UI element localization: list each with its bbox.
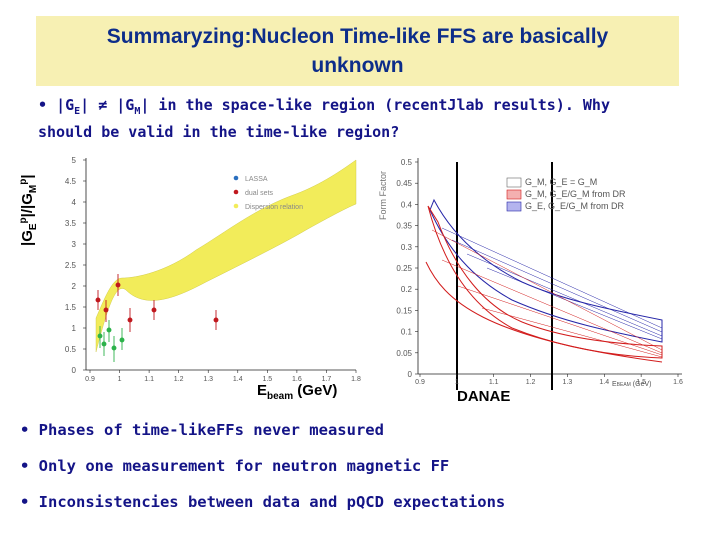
left-ytick-label: 0 bbox=[72, 366, 77, 375]
gm-subscript: M bbox=[134, 106, 141, 117]
left-xtick-label: 1.3 bbox=[203, 376, 213, 382]
danae-caption: DANAE bbox=[457, 388, 511, 405]
left-ytick-label: 4 bbox=[72, 198, 77, 207]
left-ytick-label: 1.5 bbox=[65, 303, 77, 312]
neq-text: | ≠ |G bbox=[80, 96, 135, 114]
legend-swatch-red bbox=[506, 189, 522, 200]
legend-swatch-gm bbox=[506, 177, 522, 188]
bullet-dot: • bbox=[38, 96, 48, 114]
left-xtick-label: 1 bbox=[118, 376, 122, 382]
title-line-2: unknown bbox=[311, 54, 404, 77]
right-ytick-label: 0.15 bbox=[396, 306, 412, 315]
left-plot-ylabel: |GEp|/|GMp| bbox=[18, 174, 39, 246]
left-ytick-label: 4.5 bbox=[65, 177, 77, 186]
right-xtick-label: 1 bbox=[455, 379, 459, 386]
left-xtick-label: 1.5 bbox=[262, 376, 272, 382]
right-legend-blue: G_E, G_E/G_M from DR bbox=[525, 201, 625, 211]
left-ratio-plot: 5 4.5 4 3.5 3 2.5 2 1.5 1 0.5 0 0.9 1 1.1 1.2 1.3 1.4 1.… bbox=[56, 150, 366, 382]
right-plot-ylabel: Form Factor bbox=[378, 171, 388, 220]
right-xtick-label: 1.4 bbox=[599, 379, 609, 386]
right-ytick-label: 0.4 bbox=[401, 200, 413, 209]
right-legend-gm: G_M, G_E = G_M bbox=[525, 177, 597, 187]
left-xtick-label: 1.8 bbox=[351, 376, 361, 382]
right-plot-xlabel: EBEAM (GeV) bbox=[612, 381, 651, 388]
dispersion-relation-band bbox=[95, 159, 357, 353]
blue-ge-band bbox=[429, 198, 663, 343]
legend-label-dr: Dispersion relation bbox=[245, 204, 303, 211]
legend-dot-dr bbox=[233, 203, 239, 209]
intro-text-2: should be valid in the time-like region? bbox=[38, 123, 400, 141]
left-xtick-label: 1.7 bbox=[322, 376, 332, 382]
legend-dot-lassa bbox=[233, 175, 239, 181]
bullet-phases: • Phases of time-likeFFs never measured bbox=[20, 421, 384, 439]
title-line-1: Summaryzing:Nucleon Time-like FFS are ba… bbox=[106, 25, 609, 48]
ge-subscript: E bbox=[74, 106, 81, 117]
left-plot-xlabel: Ebeam (GeV) bbox=[257, 382, 338, 402]
slide-title: Summaryzing:Nucleon Time-like FFS are ba… bbox=[107, 22, 608, 80]
left-ytick-label: 3.5 bbox=[65, 219, 77, 228]
title-banner: Summaryzing:Nucleon Time-like FFS are ba… bbox=[36, 16, 679, 86]
intro-bullet: • |GE| ≠ |GM| in the space-like region (… bbox=[38, 95, 698, 142]
bullet-inconsistencies: • Inconsistencies between data and pQCD … bbox=[20, 493, 506, 511]
left-ytick-label: 3 bbox=[72, 240, 77, 249]
left-xtick-label: 1.2 bbox=[174, 376, 184, 382]
legend-label-dual: dual sets bbox=[245, 190, 274, 197]
right-ytick-label: 0.25 bbox=[396, 264, 412, 273]
right-ytick-label: 0.5 bbox=[401, 158, 413, 167]
left-ytick-label: 2.5 bbox=[65, 261, 77, 270]
left-xtick-label: 1.1 bbox=[144, 376, 154, 382]
right-legend-red: G_M, G_E/G_M from DR bbox=[525, 189, 626, 199]
left-xtick-label: 0.9 bbox=[85, 376, 95, 382]
right-ytick-label: 0 bbox=[408, 370, 413, 379]
green-data-points bbox=[97, 320, 125, 362]
left-xtick-label: 1.6 bbox=[292, 376, 302, 382]
legend-swatch-blue bbox=[506, 201, 522, 212]
intro-text-1: | in the space-like region (recentJlab r… bbox=[140, 96, 610, 114]
left-ytick-label: 0.5 bbox=[65, 345, 77, 354]
right-xtick-label: 1.5 bbox=[636, 379, 646, 386]
right-formfactor-plot: Form Factor 0.5 0.45 0.4 0.35 0.3 0.25 0.2 0.15… bbox=[372, 150, 690, 390]
left-xtick-label: 1.4 bbox=[233, 376, 243, 382]
left-ytick-label: 5 bbox=[72, 156, 77, 165]
legend-dot-dual bbox=[233, 189, 239, 195]
right-ytick-label: 0.35 bbox=[396, 222, 412, 231]
right-xtick-label: 1.3 bbox=[563, 379, 573, 386]
right-ytick-label: 0.3 bbox=[401, 243, 413, 252]
legend-label-lassa: LASSA bbox=[245, 176, 268, 183]
right-ytick-label: 0.05 bbox=[396, 349, 412, 358]
ge-text: |G bbox=[56, 96, 75, 114]
red-gm-band bbox=[427, 205, 663, 359]
right-ytick-label: 0.1 bbox=[401, 328, 413, 337]
right-ytick-label: 0.2 bbox=[401, 285, 413, 294]
right-xtick-label: 0.9 bbox=[415, 379, 425, 386]
bullet-neutron: • Only one measurement for neutron magne… bbox=[20, 457, 450, 475]
right-xtick-label: 1.1 bbox=[489, 379, 499, 386]
right-ytick-label: 0.45 bbox=[396, 179, 412, 188]
left-ytick-label: 1 bbox=[72, 324, 77, 333]
right-xtick-label: 1.6 bbox=[673, 379, 683, 386]
right-xtick-label: 1.2 bbox=[526, 379, 536, 386]
left-ytick-label: 2 bbox=[72, 282, 77, 291]
red-data-points bbox=[95, 274, 219, 332]
